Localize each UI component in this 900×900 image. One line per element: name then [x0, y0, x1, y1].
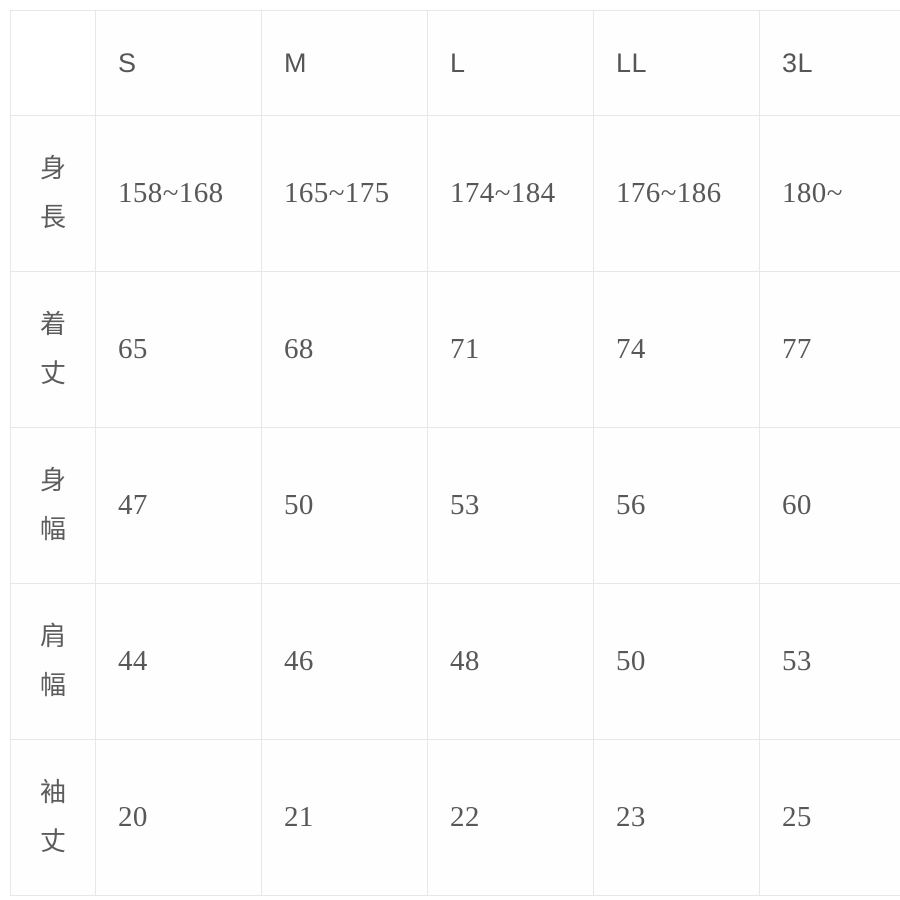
cell-shoulder-width-l: 48: [427, 583, 594, 740]
row-label-sleeve-length: 袖 丈: [10, 739, 96, 896]
table-row: 肩 幅 44 46 48 50 53: [10, 583, 900, 740]
cell-height-3l: 180~: [759, 115, 900, 272]
column-header-l: L: [427, 10, 594, 116]
cell-sleeve-length-s: 20: [95, 739, 262, 896]
cell-body-width-l: 53: [427, 427, 594, 584]
table-row: 身 長 158~168 165~175 174~184 176~186 180~: [10, 115, 900, 272]
row-label-char: 丈: [39, 358, 66, 389]
table-row: 身 幅 47 50 53 56 60: [10, 427, 900, 584]
cell-shoulder-width-3l: 53: [759, 583, 900, 740]
row-label-char: 長: [39, 202, 66, 233]
size-chart-table: S M L LL 3L 身 長 158~168 165~175 174~184 …: [10, 10, 900, 896]
cell-sleeve-length-ll: 23: [593, 739, 760, 896]
table-row: 袖 丈 20 21 22 23 25: [10, 739, 900, 896]
row-label-char: 袖: [39, 778, 66, 809]
column-header-3l: 3L: [759, 10, 900, 116]
table-row: 着 丈 65 68 71 74 77: [10, 271, 900, 428]
cell-sleeve-length-m: 21: [261, 739, 428, 896]
cell-length-ll: 74: [593, 271, 760, 428]
table-header-row: S M L LL 3L: [10, 10, 900, 116]
cell-length-m: 68: [261, 271, 428, 428]
row-label-char: 着: [39, 310, 66, 341]
corner-cell: [10, 10, 96, 116]
cell-sleeve-length-3l: 25: [759, 739, 900, 896]
column-header-m: M: [261, 10, 428, 116]
row-label-body-width: 身 幅: [10, 427, 96, 584]
cell-height-l: 174~184: [427, 115, 594, 272]
cell-body-width-m: 50: [261, 427, 428, 584]
row-label-char: 丈: [39, 826, 66, 857]
cell-body-width-s: 47: [95, 427, 262, 584]
cell-shoulder-width-m: 46: [261, 583, 428, 740]
cell-shoulder-width-ll: 50: [593, 583, 760, 740]
cell-length-l: 71: [427, 271, 594, 428]
row-label-length: 着 丈: [10, 271, 96, 428]
row-label-char: 幅: [39, 670, 66, 701]
row-label-char: 身: [39, 466, 66, 497]
row-label-shoulder-width: 肩 幅: [10, 583, 96, 740]
cell-height-s: 158~168: [95, 115, 262, 272]
column-header-s: S: [95, 10, 262, 116]
cell-length-3l: 77: [759, 271, 900, 428]
row-label-height: 身 長: [10, 115, 96, 272]
cell-length-s: 65: [95, 271, 262, 428]
row-label-char: 幅: [39, 514, 66, 545]
row-label-char: 肩: [39, 622, 66, 653]
row-label-char: 身: [39, 154, 66, 185]
column-header-ll: LL: [593, 10, 760, 116]
cell-shoulder-width-s: 44: [95, 583, 262, 740]
cell-body-width-3l: 60: [759, 427, 900, 584]
cell-sleeve-length-l: 22: [427, 739, 594, 896]
cell-height-m: 165~175: [261, 115, 428, 272]
cell-height-ll: 176~186: [593, 115, 760, 272]
cell-body-width-ll: 56: [593, 427, 760, 584]
